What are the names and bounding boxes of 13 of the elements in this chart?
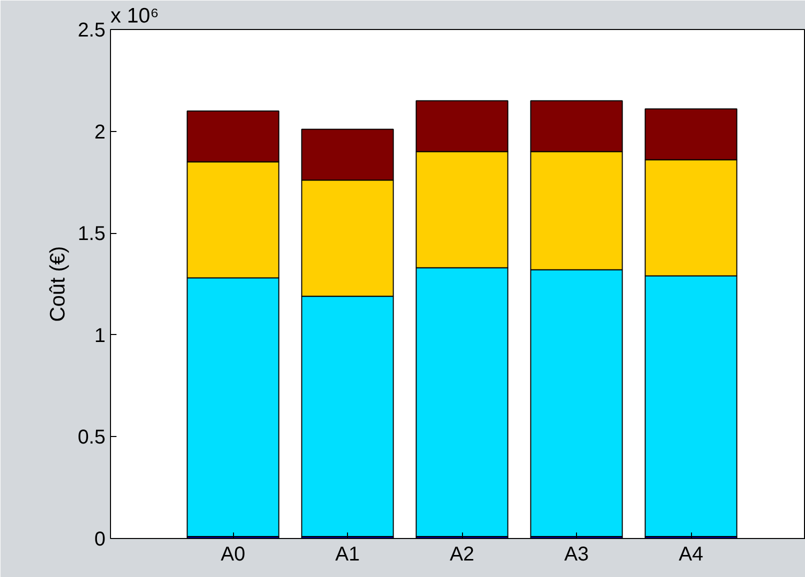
text: x 10⁶: [110, 4, 159, 28]
x-tick-label: A0: [220, 544, 246, 566]
y-tick-label: 2: [94, 121, 106, 144]
y-tick-label: 2.5: [78, 20, 106, 42]
y-axis-title: Coût (€): [46, 246, 70, 322]
y-tick-label: 1: [94, 324, 106, 347]
y-tick-label: 0.5: [78, 426, 106, 449]
x-tick-label: A4: [678, 544, 704, 566]
y-tick-label: 1.5: [78, 223, 106, 246]
x-tick-label: A1: [335, 544, 360, 566]
y-tick-label: 0: [94, 528, 106, 550]
x-tick-label: A2: [450, 544, 474, 566]
x-tick-label: A3: [564, 544, 589, 566]
